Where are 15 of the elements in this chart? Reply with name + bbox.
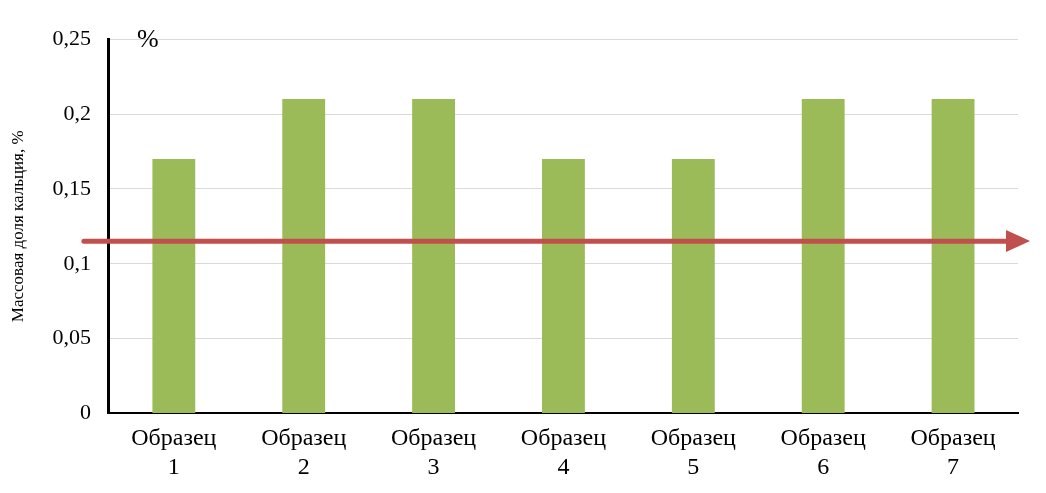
y-tick-label: 0,15 (52, 174, 91, 200)
x-tick-label: Образец 4 (520, 424, 607, 479)
y-tick-label: 0,05 (52, 324, 91, 350)
y-tick-label: 0,25 (52, 24, 91, 50)
x-tick-label: Образец 7 (910, 424, 996, 479)
y-axis-title: Массовая доля кальция, % (7, 130, 27, 323)
x-tick-label: Образец 5 (650, 424, 737, 479)
annotation: % (136, 24, 159, 54)
x-tick-label: Образец 2 (261, 424, 347, 479)
x-tick-label: Образец 3 (390, 424, 477, 479)
y-tick-label: 0 (79, 399, 91, 425)
y-tick-label: 0,2 (63, 99, 91, 125)
y-tick-label: 0,1 (63, 249, 91, 275)
x-tick-label: Образец 1 (131, 424, 217, 479)
x-tick-label: Образец 6 (780, 424, 866, 479)
